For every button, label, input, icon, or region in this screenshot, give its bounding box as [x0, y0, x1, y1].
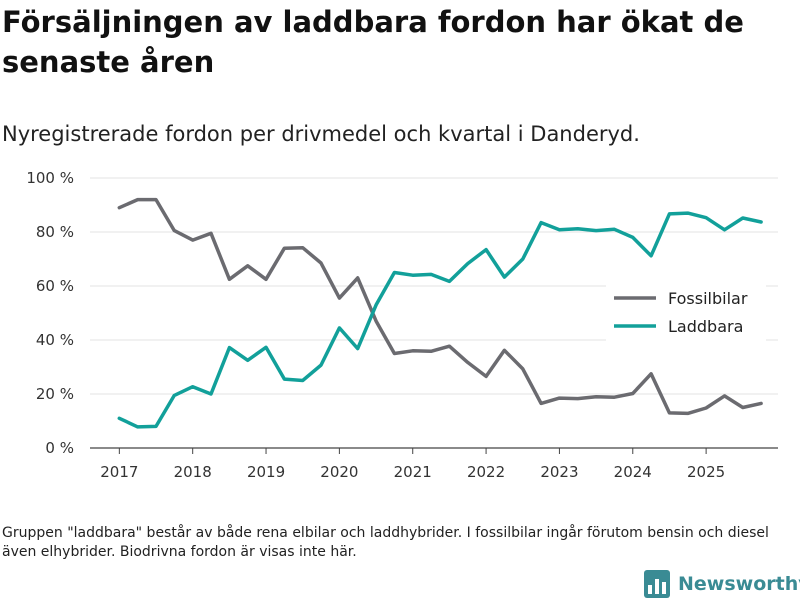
newsworthy-bar-chart-icon — [644, 570, 670, 598]
series-line-laddbara — [117, 211, 763, 429]
legend: Fossilbilar Laddbara — [606, 284, 766, 346]
x-tick-label: 2017 — [100, 463, 138, 481]
brand-logo[interactable]: Newsworthy — [644, 569, 800, 599]
series-lines — [117, 197, 763, 429]
y-tick-label: 40 % — [36, 331, 74, 349]
chart-subtitle: Nyregistrerade fordon per drivmedel och … — [2, 122, 640, 146]
series-line-fossilbilar — [117, 197, 763, 416]
x-tick-label: 2022 — [467, 463, 505, 481]
x-tick-label: 2021 — [394, 463, 432, 481]
line-chart: 0 % 20 % 40 % 60 % 80 % 100 % 2017 2018 2019 2020… — [26, 169, 778, 481]
footnote: Gruppen "laddbara" består av både rena e… — [2, 525, 769, 560]
x-tick-label: 2019 — [247, 463, 285, 481]
axes: 0 % 20 % 40 % 60 % 80 % 100 % 2017 2018 2019 2020… — [26, 169, 725, 481]
x-tick-label: 2018 — [174, 463, 212, 481]
brand-name: Newsworthy — [678, 573, 800, 595]
y-tick-label: 80 % — [36, 223, 74, 241]
x-tick-label: 2023 — [540, 463, 578, 481]
y-tick-label: 60 % — [36, 277, 74, 295]
x-tick-label: 2020 — [320, 463, 358, 481]
legend-label-fossilbilar: Fossilbilar — [668, 289, 748, 308]
chart-title: Försäljningen av laddbara fordon har öka… — [2, 5, 744, 79]
legend-label-laddbara: Laddbara — [668, 317, 743, 336]
y-tick-label: 0 % — [45, 439, 74, 457]
y-tick-label: 20 % — [36, 385, 74, 403]
x-tick-label: 2024 — [614, 463, 652, 481]
x-tick-label: 2025 — [687, 463, 725, 481]
legend-background — [606, 284, 766, 346]
y-tick-label: 100 % — [26, 169, 74, 187]
